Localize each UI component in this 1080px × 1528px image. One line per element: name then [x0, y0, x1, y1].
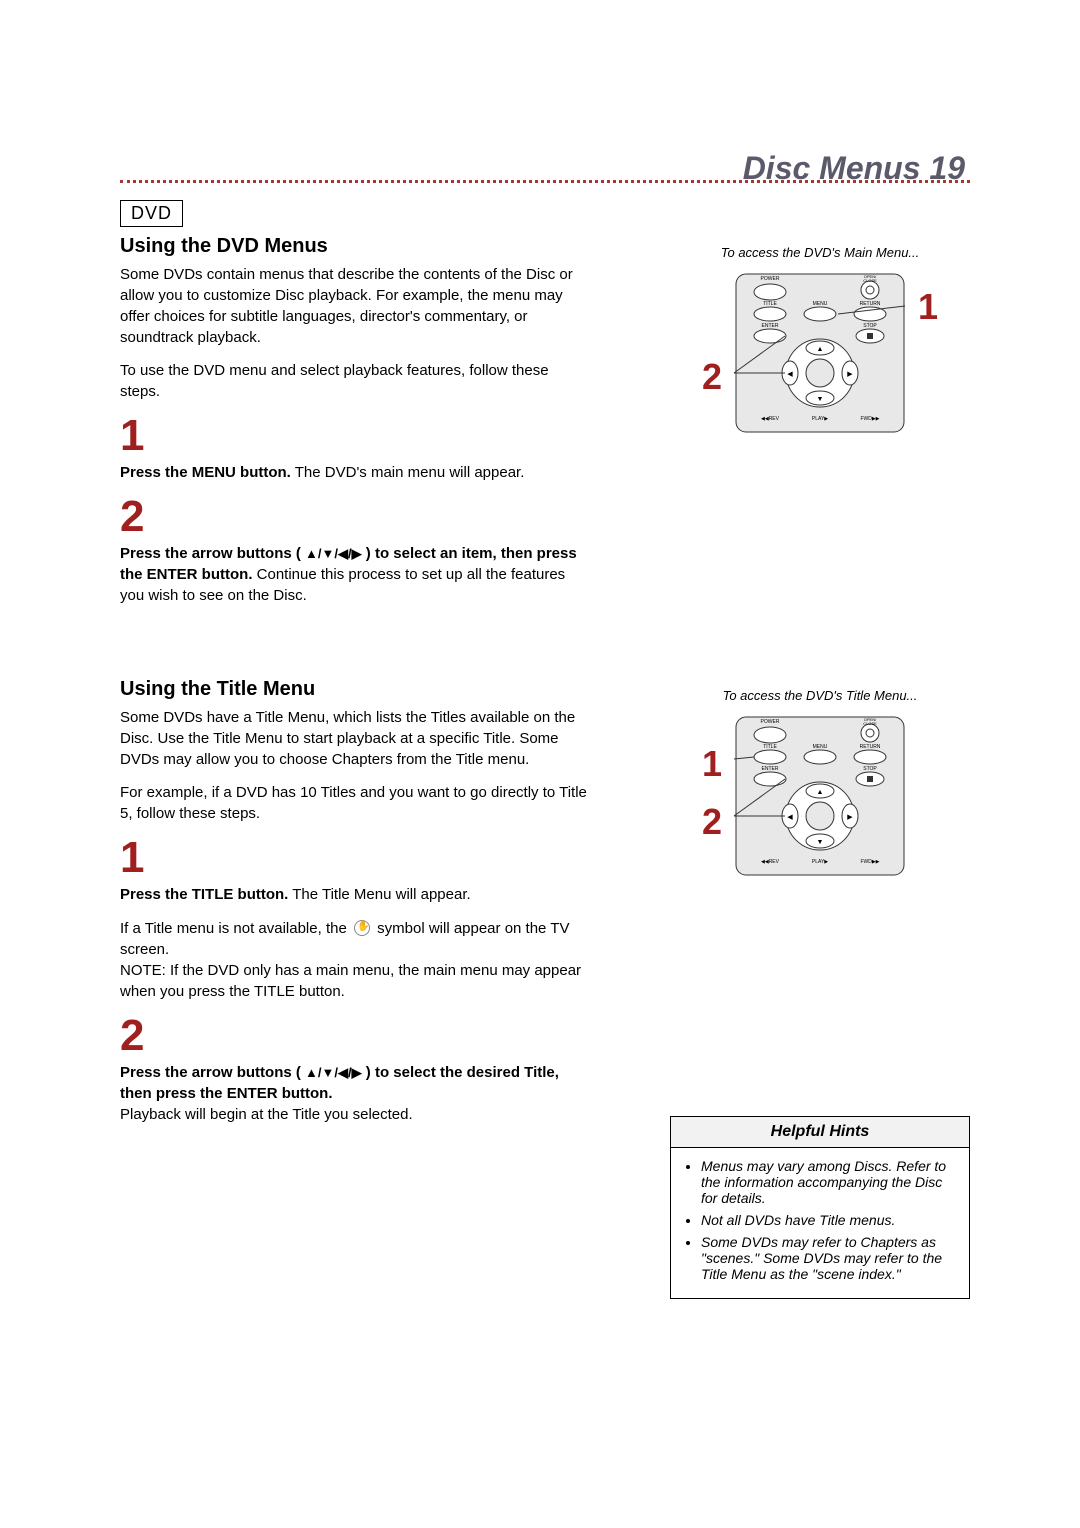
remote-svg-1: POWER OPEN/ CLOSE TITLE MENU RETURN ENTE…: [730, 268, 910, 438]
svg-text:TITLE: TITLE: [763, 301, 777, 307]
hint-item: Not all DVDs have Title menus.: [701, 1212, 955, 1228]
helpful-hints-box: Helpful Hints Menus may vary among Discs…: [670, 1116, 970, 1299]
svg-text:POWER: POWER: [761, 719, 780, 725]
note-a: If a Title menu is not available, the: [120, 920, 347, 937]
not-available-icon: [354, 920, 370, 936]
svg-text:◀◀REV: ◀◀REV: [761, 416, 780, 422]
step-number-1: 1: [120, 414, 590, 458]
section2-note: If a Title menu is not available, the sy…: [120, 917, 590, 1002]
section1-step1: Press the MENU button. The DVD's main me…: [120, 462, 590, 483]
svg-text:RETURN: RETURN: [860, 301, 881, 307]
section2-step1: Press the TITLE button. The Title Menu w…: [120, 884, 590, 905]
svg-text:◀: ◀: [787, 371, 793, 378]
section2-intro1: Some DVDs have a Title Menu, which lists…: [120, 707, 590, 770]
svg-text:▼: ▼: [817, 839, 824, 846]
svg-text:CLOSE: CLOSE: [863, 278, 877, 283]
sec2-step-number-1: 1: [120, 836, 590, 880]
step2-bold-a: Press the arrow buttons (: [120, 545, 305, 562]
svg-text:◀: ◀: [787, 814, 793, 821]
hint-item: Some DVDs may refer to Chapters as "scen…: [701, 1234, 955, 1282]
callout-2b: 2: [702, 801, 722, 843]
svg-text:TITLE: TITLE: [763, 744, 777, 750]
svg-text:CLOSE: CLOSE: [863, 721, 877, 726]
remote-diagram-1: 1 2 POWER OPEN/ CLOSE TITLE MENU RE: [730, 268, 910, 443]
hint-item: Menus may vary among Discs. Refer to the…: [701, 1158, 955, 1206]
svg-text:ENTER: ENTER: [762, 766, 779, 772]
remote2-caption: To access the DVD's Title Menu...: [670, 688, 970, 703]
step-number-2: 2: [120, 495, 590, 539]
svg-text:ENTER: ENTER: [762, 323, 779, 329]
svg-text:RETURN: RETURN: [860, 744, 881, 750]
section1-intro1: Some DVDs contain menus that describe th…: [120, 264, 590, 348]
svg-text:PLAY▶: PLAY▶: [812, 416, 828, 422]
hints-heading: Helpful Hints: [671, 1117, 969, 1148]
callout-2: 2: [702, 356, 722, 398]
svg-text:MENU: MENU: [813, 744, 828, 750]
dvd-badge: DVD: [120, 200, 183, 227]
svg-text:▲: ▲: [817, 789, 824, 796]
remote-diagram-2: 1 2 POWER OPEN/ CLOSE TITLE MENU RETURN: [730, 711, 910, 886]
svg-text:POWER: POWER: [761, 276, 780, 282]
section2-heading: Using the Title Menu: [120, 678, 590, 701]
section2-step2: Press the arrow buttons ( ▲/▼/◀/▶ ) to s…: [120, 1062, 590, 1125]
section1-step2: Press the arrow buttons ( ▲/▼/◀/▶ ) to s…: [120, 543, 590, 606]
section1-heading: Using the DVD Menus: [120, 235, 590, 258]
dotted-rule: [120, 180, 970, 183]
svg-text:FWD▶▶: FWD▶▶: [860, 859, 879, 865]
remote-svg-2: POWER OPEN/ CLOSE TITLE MENU RETURN ENTE…: [730, 711, 910, 881]
step1-rest: The DVD's main menu will appear.: [291, 464, 525, 481]
svg-text:PLAY▶: PLAY▶: [812, 859, 828, 865]
svg-text:▼: ▼: [817, 396, 824, 403]
step1-bold: Press the MENU button.: [120, 464, 291, 481]
remote1-caption: To access the DVD's Main Menu...: [670, 245, 970, 260]
arrow-symbols: ▲/▼/◀/▶: [305, 546, 362, 561]
arrow-symbols-2: ▲/▼/◀/▶: [305, 1065, 362, 1080]
svg-text:STOP: STOP: [863, 766, 877, 772]
sec2-step2-rest: Playback will begin at the Title you sel…: [120, 1106, 413, 1123]
svg-text:▶: ▶: [847, 814, 853, 821]
svg-text:MENU: MENU: [813, 301, 828, 307]
sec2-step-number-2: 2: [120, 1014, 590, 1058]
callout-1: 1: [918, 286, 938, 328]
sec2-step2-bold-a: Press the arrow buttons (: [120, 1064, 305, 1081]
callout-1b: 1: [702, 743, 722, 785]
svg-text:▲: ▲: [817, 346, 824, 353]
svg-text:▶: ▶: [847, 371, 853, 378]
svg-text:FWD▶▶: FWD▶▶: [860, 416, 879, 422]
section1-intro2: To use the DVD menu and select playback …: [120, 360, 590, 402]
sec2-step1-bold: Press the TITLE button.: [120, 886, 288, 903]
section2-intro2: For example, if a DVD has 10 Titles and …: [120, 782, 590, 824]
sec2-step1-rest: The Title Menu will appear.: [288, 886, 470, 903]
svg-text:◀◀REV: ◀◀REV: [761, 859, 780, 865]
note-2: NOTE: If the DVD only has a main menu, t…: [120, 962, 581, 1000]
svg-text:STOP: STOP: [863, 323, 877, 329]
